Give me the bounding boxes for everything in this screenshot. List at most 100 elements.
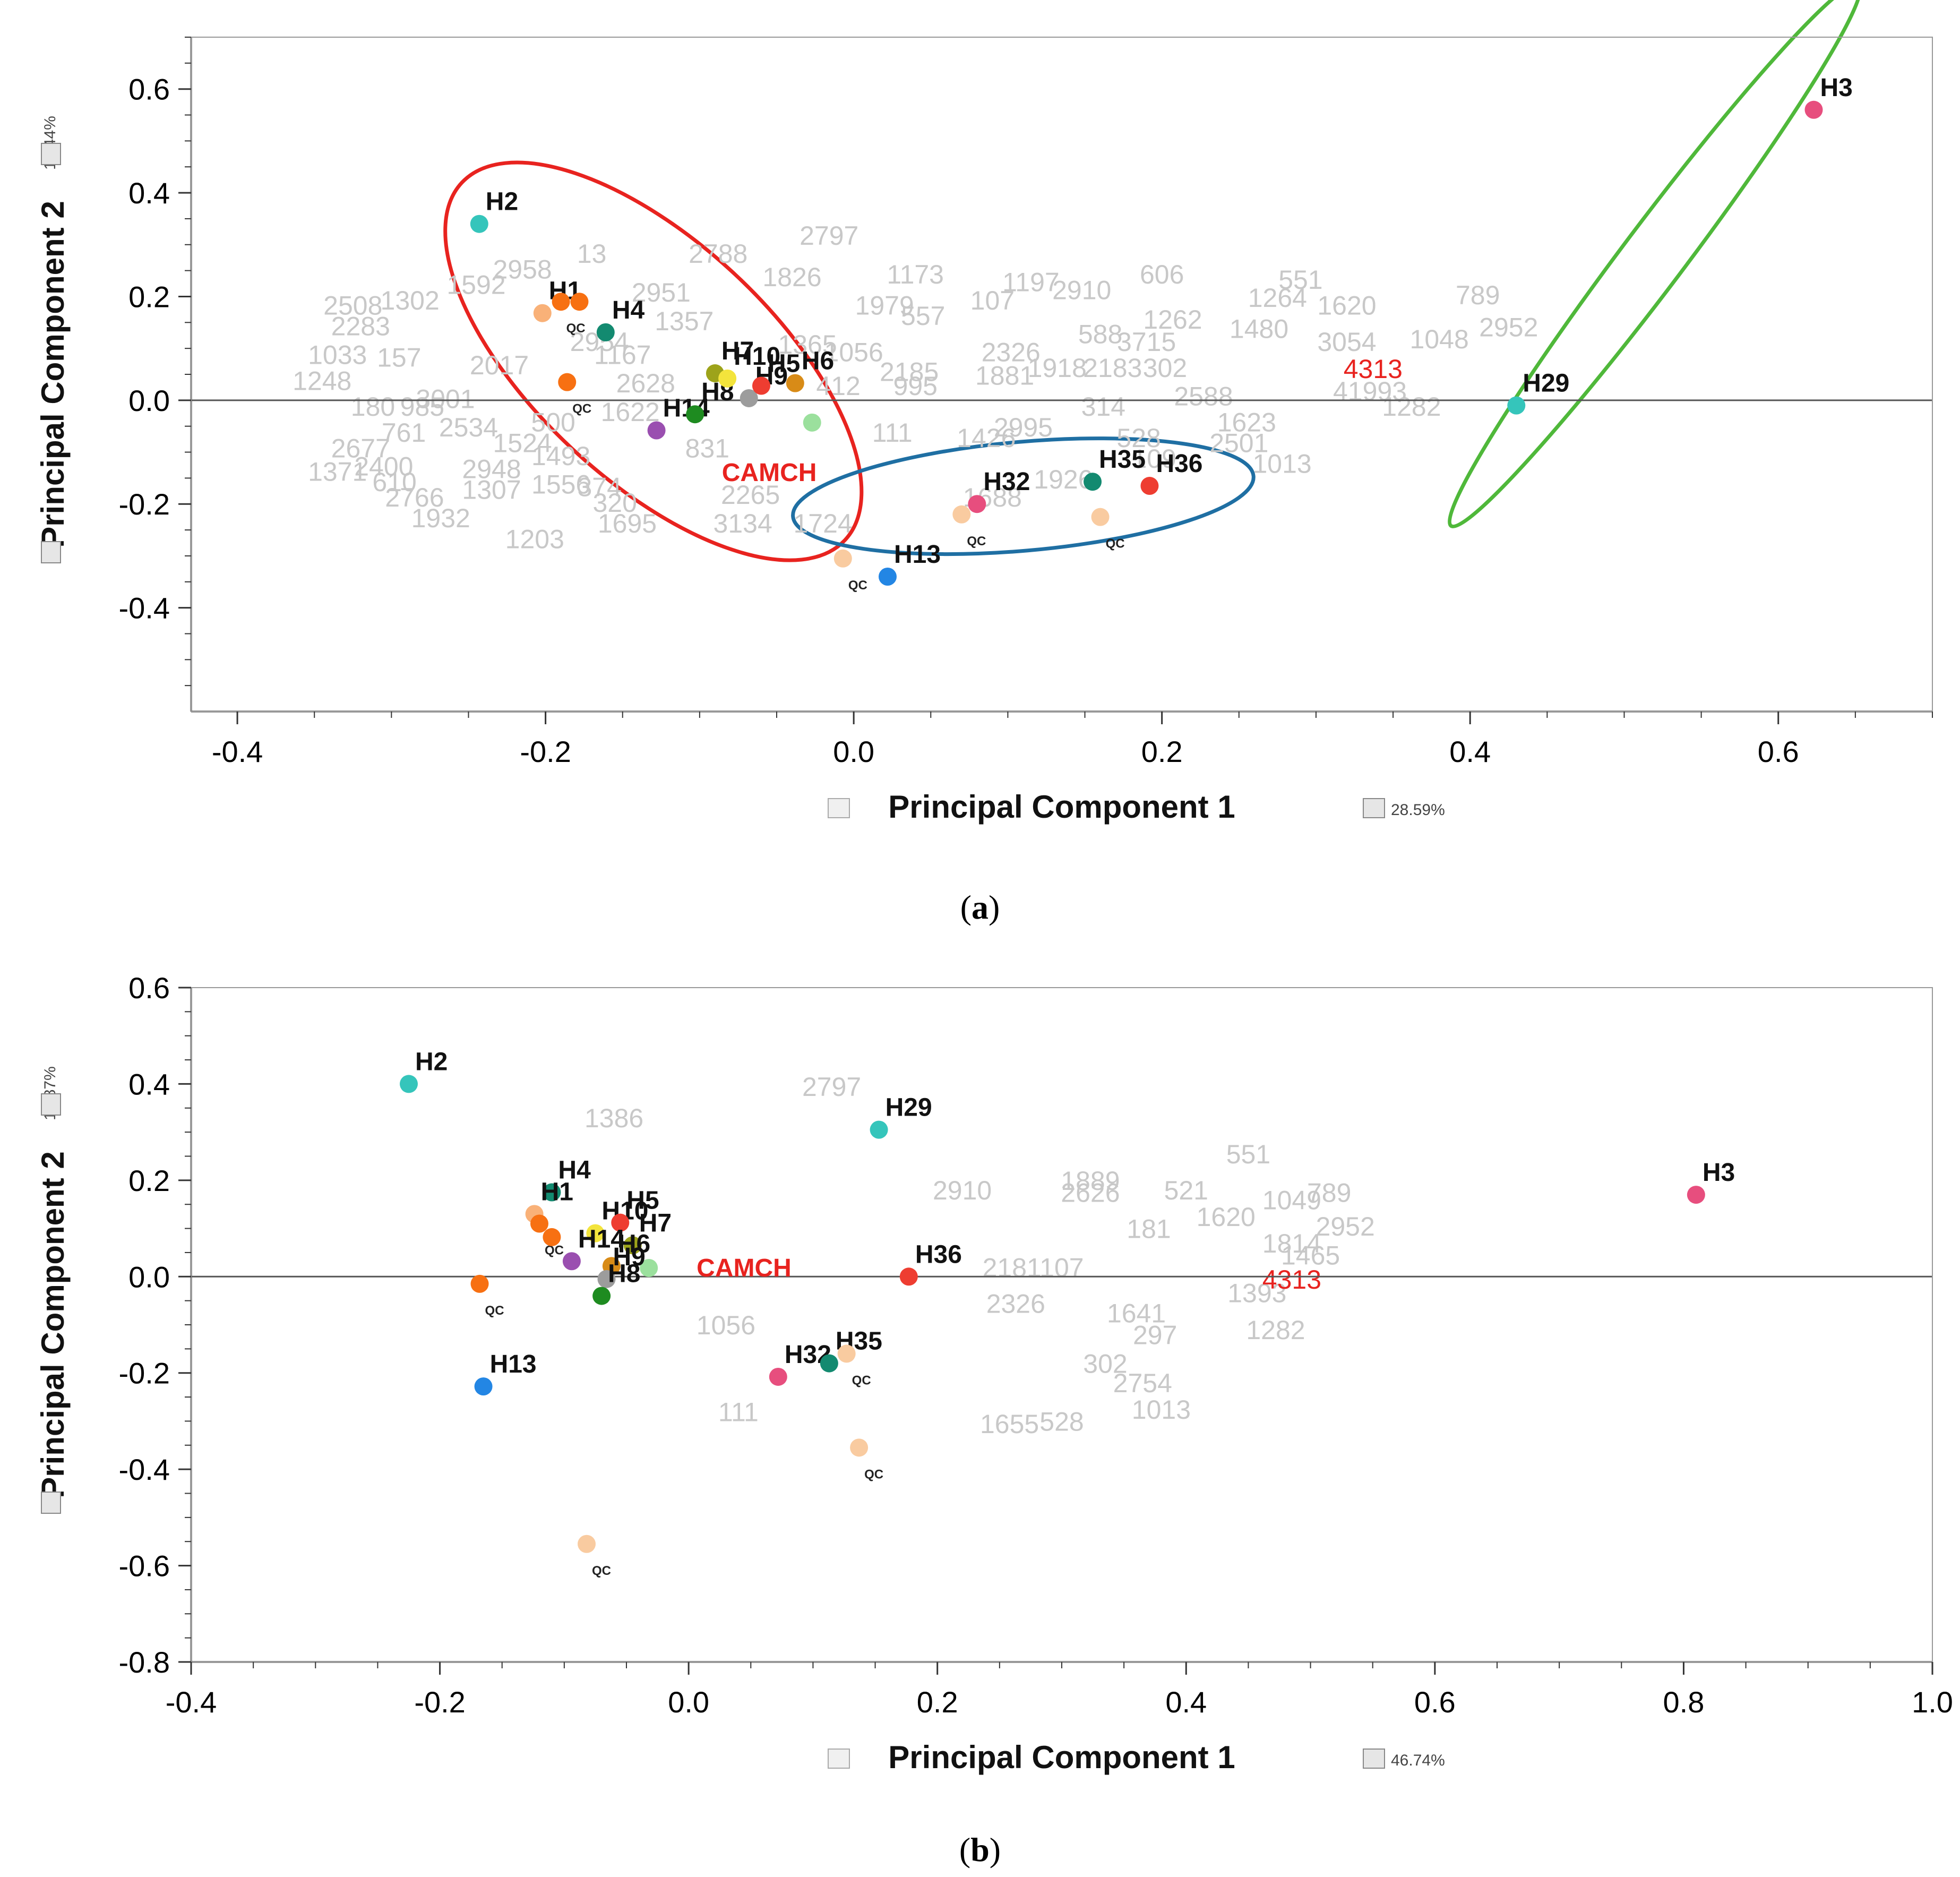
point-label: H10: [734, 342, 780, 371]
y-tick-label: -0.6: [119, 1549, 170, 1583]
sample-point: [552, 293, 570, 311]
x-tick-label: 0.8: [1663, 1685, 1704, 1719]
variable-label: 1248: [293, 366, 351, 396]
sample-point: [474, 1377, 493, 1396]
variable-label: 1724: [793, 509, 852, 538]
y-tick-label: 0.2: [128, 1164, 170, 1197]
sample-point: [740, 389, 758, 407]
point-label: H5: [626, 1187, 659, 1215]
caption-b: (b): [959, 1831, 1001, 1869]
variable-label: 1049: [1262, 1185, 1321, 1215]
sample-point: [647, 421, 666, 440]
sample-point: [833, 549, 852, 568]
variable-label: 761: [382, 418, 426, 448]
sample-point: [558, 373, 577, 391]
variable-label: 2995: [994, 413, 1053, 442]
qc-label: QC: [572, 402, 591, 416]
point-label: H1: [541, 1178, 573, 1206]
x-tick-label: 0.6: [1414, 1685, 1456, 1719]
variable-label: 320: [593, 488, 637, 518]
x-prev-arrow-icon: [828, 1749, 850, 1769]
variable-label: 789: [1307, 1178, 1351, 1208]
sample-point: [562, 1252, 581, 1271]
x-tick-label: -0.4: [166, 1685, 217, 1719]
variable-label: 1386: [584, 1103, 643, 1133]
variable-label: 606: [1140, 260, 1184, 289]
variable-label: 1173: [887, 260, 944, 289]
variable-label: 1926: [1034, 465, 1093, 494]
variable-label: 2910: [1052, 275, 1111, 305]
variable-label: 302: [1143, 353, 1187, 383]
y-tick-label: 0.0: [128, 384, 170, 417]
sample-point: [850, 1438, 869, 1457]
variable-label: 181: [1127, 1214, 1171, 1244]
variable-label: 1826: [762, 262, 821, 292]
x-tick-label: 0.4: [1449, 735, 1491, 768]
variable-label: 1620: [1197, 1202, 1256, 1232]
variable-label: 789: [1456, 280, 1500, 310]
point-label: H3: [1820, 74, 1852, 102]
y-axis-title: Principal Component 2: [35, 1151, 71, 1498]
variable-label: 1197: [1002, 268, 1060, 297]
sample-point: [1091, 508, 1110, 526]
sample-point: [1687, 1186, 1705, 1204]
variable-label: 2501: [1209, 428, 1268, 458]
sample-point: [837, 1344, 856, 1363]
variable-label: 1048: [1410, 324, 1469, 354]
variable-label: 412: [816, 371, 860, 401]
x-tick-label: -0.2: [520, 735, 571, 768]
qc-label: QC: [967, 534, 986, 548]
axis-text: -0.4 -0.2 0.0 0.2 0.4 0.6 0.8 1.0 0.6 0.4 0.2 0.0 -0…: [35, 971, 1953, 1775]
x-tick-label: 0.0: [833, 735, 874, 768]
variable-label: 107: [970, 286, 1015, 315]
x-axis-title: Principal Component 1: [888, 1739, 1235, 1775]
variable-label: 374: [577, 473, 621, 502]
variable-label: 1033: [308, 340, 367, 370]
variable-label: 1056: [824, 338, 883, 367]
y-tick-label: 0.6: [128, 73, 170, 106]
variable-label: 551: [1226, 1139, 1270, 1169]
variable-label: 3054: [1317, 327, 1376, 357]
x-tick-label: -0.2: [414, 1685, 466, 1719]
variable-label: 1918: [1028, 353, 1087, 383]
sample-point: [786, 374, 804, 392]
axis-text: -0.4 -0.2 0.0 0.2 0.4 0.6 0.6 0.4 0.2 0.0 -0.2 -0.4…: [35, 73, 1799, 825]
x-axis-title: Principal Component 1: [888, 789, 1235, 825]
variable-label: 1623: [1217, 407, 1276, 437]
variable-label: 2326: [986, 1289, 1045, 1318]
variable-label: 3001: [416, 384, 475, 414]
variable-label: 1889: [1061, 1166, 1120, 1196]
variable-label: 521: [1164, 1176, 1208, 1205]
variable-label: 1524: [493, 428, 552, 458]
variable-label: 302: [1083, 1349, 1127, 1379]
y-tick-label: -0.2: [119, 487, 170, 521]
sample-point: [968, 495, 986, 513]
variable-label: 528: [1039, 1407, 1084, 1437]
variable-label: 13: [577, 239, 607, 269]
variable-label: 2534: [439, 413, 498, 442]
point-label: H29: [1523, 370, 1569, 398]
variable-label: 1622: [601, 397, 660, 427]
sample-point: [543, 1228, 561, 1246]
sample-point: [533, 304, 552, 322]
sample-point: [543, 1183, 561, 1202]
variable-label: 2588: [1174, 382, 1233, 412]
plot-frame: [178, 37, 1933, 724]
variable-label: 2677: [331, 433, 390, 463]
sample-point: [611, 1213, 630, 1232]
variable-label: 1641: [1107, 1298, 1166, 1328]
variable-label: 1262: [1143, 305, 1202, 335]
variable-label: 2185: [880, 357, 939, 387]
sample-point: [596, 323, 615, 341]
variable-label: 1881: [975, 361, 1034, 391]
point-label: H2: [486, 188, 518, 216]
sample-point: [597, 1270, 616, 1288]
variable-label: 1365: [778, 330, 837, 359]
y-tick-label: -0.4: [119, 1453, 170, 1486]
plot-frame: [178, 987, 1933, 1675]
point-label: H8: [608, 1260, 640, 1288]
